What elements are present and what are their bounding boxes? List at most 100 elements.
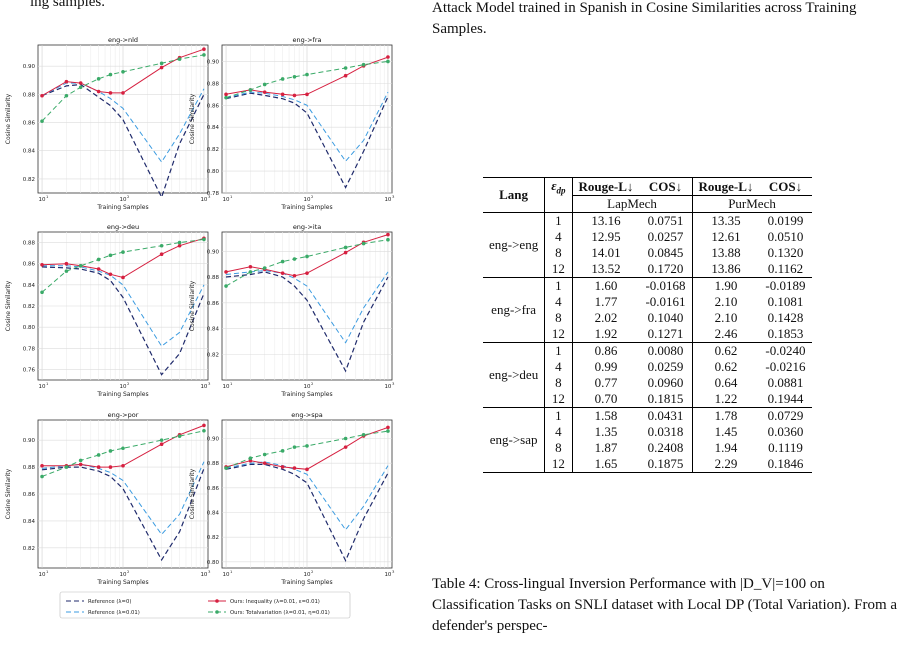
data-point [40, 262, 44, 267]
table-row: eng->eng 1 13.16 0.0751 13.35 0.0199 [483, 212, 812, 278]
y-axis-label: Cosine Similarity [5, 280, 12, 331]
x-tick-exponent: 3 [208, 569, 211, 574]
table-header-row: Lang εdp Rouge-L↓ COS↓ Rouge-L↓ COS↓ [483, 176, 812, 213]
legend-box [59, 591, 351, 619]
y-axis-label: Cosine Similarity [189, 468, 196, 519]
table-cell: 0.1081 [767, 294, 804, 310]
data-point [121, 250, 125, 254]
table-cell: 1 [544, 277, 573, 295]
data-point [177, 240, 182, 245]
header-cos: COS↓ [759, 176, 812, 196]
table-cell: 0.0510 [767, 229, 804, 245]
x-tick-label: 10 [39, 197, 46, 203]
data-point [96, 465, 101, 469]
data-point [96, 257, 101, 262]
table-cell: 12 [544, 391, 573, 408]
data-point [280, 92, 285, 97]
y-tick-label: 0.76 [23, 367, 36, 373]
legend-marker [215, 610, 219, 614]
table-cell: 0.62 [691, 342, 760, 360]
table-row: eng->sap 1 1.58 0.0431 1.78 0.0729 [483, 407, 812, 474]
data-point [248, 456, 253, 461]
table-cell: 0.64 [691, 375, 760, 392]
series-line [225, 461, 389, 531]
table-cell: 12.61 [691, 229, 760, 246]
table-cell: 0.1875 [639, 456, 693, 474]
legend-label: Reference (λ=0.01) [88, 610, 140, 616]
data-point [280, 465, 285, 469]
table-row: 8 14.01 0.0845 13.88 0.1320 [483, 245, 812, 262]
y-tick-label: 0.84 [23, 283, 36, 289]
series-line [225, 463, 389, 563]
data-point [262, 452, 267, 457]
data-point [280, 449, 285, 453]
data-point [108, 72, 113, 77]
data-point [224, 270, 228, 274]
data-point [202, 53, 206, 57]
y-tick-label: 0.88 [207, 461, 220, 467]
data-point [177, 434, 182, 438]
table-cell: 0.2408 [647, 440, 684, 456]
series-line [41, 266, 205, 376]
data-point [159, 442, 164, 447]
x-tick-label: 10 [304, 197, 311, 203]
data-point [108, 272, 113, 277]
row-lang: eng->sap [483, 407, 545, 474]
table-cell: -0.0189 [759, 277, 812, 295]
table-row: 4 0.99 0.0259 0.62 -0.0216 [483, 359, 812, 376]
data-point [361, 433, 366, 437]
data-point [386, 429, 390, 433]
data-point [343, 73, 348, 78]
table-cell: 0.1853 [767, 326, 804, 342]
x-tick-exponent: 1 [230, 569, 233, 574]
table-cell: 0.0257 [647, 229, 684, 245]
x-tick-exponent: 1 [46, 381, 49, 386]
data-point [305, 271, 309, 275]
table-cell: 4 [544, 294, 573, 311]
data-point [40, 290, 44, 295]
y-tick-label: 0.82 [207, 147, 219, 153]
y-tick-label: 0.86 [207, 486, 220, 492]
table-cell: 12 [544, 261, 573, 278]
chart-title: eng->nld [108, 36, 138, 44]
data-point [343, 245, 348, 250]
y-tick-label: 0.90 [207, 59, 220, 65]
data-point [40, 93, 44, 98]
data-point [108, 449, 113, 453]
x-tick-exponent: 3 [208, 381, 211, 386]
x-tick-label: 10 [39, 384, 46, 390]
data-point [108, 253, 113, 258]
data-point [292, 466, 297, 470]
table-cell: 0.0360 [767, 424, 804, 440]
data-point [224, 92, 228, 97]
results-table: Lang εdp Rouge-L↓ COS↓ Rouge-L↓ COS↓ LapMech Pu… [483, 176, 812, 474]
data-point [343, 445, 348, 449]
data-point [78, 458, 83, 463]
table-cell: 0.1271 [647, 326, 684, 342]
data-point [292, 445, 297, 449]
data-point [177, 243, 182, 248]
y-tick-label: 0.90 [23, 64, 36, 70]
x-tick-exponent: 3 [392, 194, 395, 199]
table-cell: 0.62 [691, 359, 760, 376]
chart-title: eng->ita [293, 223, 321, 231]
data-point [96, 453, 101, 457]
table-row: 8 1.87 0.2408 1.94 0.1119 [483, 440, 812, 457]
data-point [177, 57, 182, 61]
table-cell: 1.22 [691, 391, 760, 408]
header-lang: Lang [483, 176, 545, 213]
x-tick-label: 10 [39, 572, 46, 578]
subheader-lapmech: LapMech [571, 195, 693, 213]
table-cell: 12 [544, 456, 573, 474]
table-cell: 2.29 [691, 456, 760, 474]
x-tick-exponent: 1 [230, 381, 233, 386]
previous-text-fragment: ing samples. [30, 0, 105, 10]
data-point [292, 74, 297, 79]
table-cell: 1.60 [571, 277, 640, 295]
y-tick-label: 0.82 [207, 535, 219, 541]
table-cell: 8 [544, 310, 573, 327]
table-cell: 1 [544, 212, 573, 230]
x-tick-label: 10 [223, 572, 230, 578]
series-line [41, 461, 205, 536]
table-row: 12 13.52 0.1720 13.86 0.1162 [483, 261, 812, 278]
